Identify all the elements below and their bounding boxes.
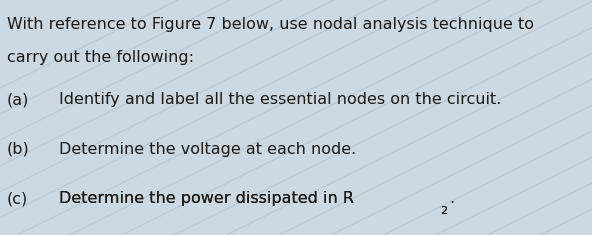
Text: Determine the voltage at each node.: Determine the voltage at each node.: [59, 142, 356, 157]
Text: .: .: [449, 191, 454, 206]
Text: Determine the power dissipated in R: Determine the power dissipated in R: [59, 191, 354, 206]
Text: 2: 2: [440, 207, 447, 216]
Text: (b): (b): [7, 142, 30, 157]
Text: (c): (c): [7, 191, 28, 206]
Text: (a): (a): [7, 92, 30, 107]
Text: Determine the power dissipated in R: Determine the power dissipated in R: [59, 191, 354, 206]
Text: With reference to Figure 7 below, use nodal analysis technique to: With reference to Figure 7 below, use no…: [7, 17, 534, 32]
Text: carry out the following:: carry out the following:: [7, 50, 194, 65]
Text: 2: 2: [440, 207, 447, 216]
Text: Identify and label all the essential nodes on the circuit.: Identify and label all the essential nod…: [59, 92, 501, 107]
